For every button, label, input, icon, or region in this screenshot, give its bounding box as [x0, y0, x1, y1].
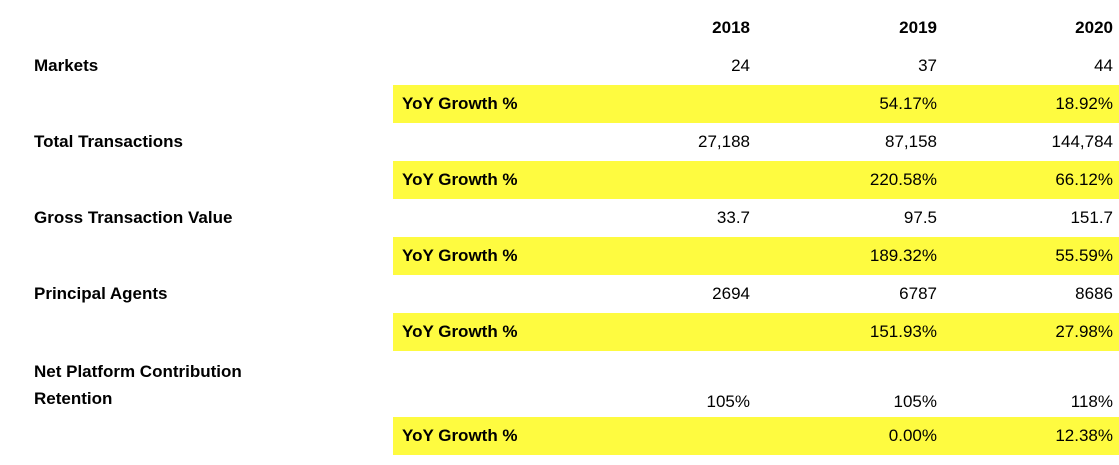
yoy-value-2019: 54.17%	[758, 85, 943, 123]
yoy-label: YoY Growth %	[393, 161, 758, 199]
yoy-row-net-platform-contribution-retention: YoY Growth % 0.00% 12.38%	[0, 417, 1119, 455]
metric-value-2019: 105%	[893, 392, 937, 411]
metric-row-total-transactions: Total Transactions 27,188 87,158 144,784	[0, 123, 1119, 161]
metric-label: Principal Agents	[0, 281, 393, 307]
yoy-label: YoY Growth %	[393, 313, 758, 351]
metric-value-2020: 44	[1094, 56, 1113, 75]
metric-label-text: Net Platform Contribution Retention	[34, 362, 242, 408]
yoy-spacer	[0, 417, 393, 455]
metric-value-2019: 87,158	[885, 132, 937, 151]
metric-value-2019: 6787	[899, 284, 937, 303]
metric-value-2018: 24	[731, 56, 750, 75]
metric-label-text: Markets	[34, 55, 99, 75]
metric-value-2020: 8686	[1075, 284, 1113, 303]
metric-label: Gross Transaction Value	[0, 205, 393, 231]
metric-label: Total Transactions	[0, 129, 393, 155]
metric-row-net-platform-contribution-retention: Net Platform Contribution Retention 105%…	[0, 351, 1119, 417]
yoy-value-2019: 0.00%	[758, 417, 943, 455]
year-header-2020: 2020	[1075, 17, 1113, 37]
yoy-spacer	[0, 161, 393, 199]
metric-value-2018: 27,188	[698, 132, 750, 151]
metric-label-text: Total Transactions	[34, 131, 183, 151]
yoy-row-gross-transaction-value: YoY Growth % 189.32% 55.59%	[0, 237, 1119, 275]
yoy-label: YoY Growth %	[393, 237, 758, 275]
yoy-label: YoY Growth %	[393, 85, 758, 123]
metric-row-principal-agents: Principal Agents 2694 6787 8686	[0, 275, 1119, 313]
yoy-row-markets: YoY Growth % 54.17% 18.92%	[0, 85, 1119, 123]
metric-label-text: Principal Agents	[34, 283, 168, 303]
metric-value-2018: 105%	[706, 392, 750, 411]
metric-value-2018: 2694	[712, 284, 750, 303]
metric-value-2019: 37	[918, 56, 937, 75]
yoy-value-2020: 55.59%	[943, 237, 1119, 275]
yoy-spacer	[0, 313, 393, 351]
metric-label-text: Gross Transaction Value	[34, 207, 233, 227]
header-row: 2018 2019 2020	[0, 8, 1119, 47]
yoy-spacer	[0, 85, 393, 123]
yoy-row-total-transactions: YoY Growth % 220.58% 66.12%	[0, 161, 1119, 199]
metric-row-markets: Markets 24 37 44	[0, 47, 1119, 85]
metric-value-2019: 97.5	[903, 208, 937, 227]
year-header-2019: 2019	[899, 17, 937, 37]
year-header-2018: 2018	[712, 17, 750, 37]
yoy-value-2020: 66.12%	[943, 161, 1119, 199]
metric-value-2020: 118%	[1070, 392, 1113, 411]
metric-value-2020: 144,784	[1051, 132, 1113, 151]
yoy-value-2019: 189.32%	[758, 237, 943, 275]
yoy-value-2019: 220.58%	[758, 161, 943, 199]
metric-label: Net Platform Contribution Retention	[0, 359, 393, 412]
metric-label: Markets	[0, 53, 393, 79]
yoy-label: YoY Growth %	[393, 417, 758, 455]
yoy-value-2020: 12.38%	[943, 417, 1119, 455]
yoy-row-principal-agents: YoY Growth % 151.93% 27.98%	[0, 313, 1119, 351]
metric-value-2018: 33.7	[716, 208, 750, 227]
yoy-value-2020: 18.92%	[943, 85, 1119, 123]
metric-value-2020: 151.7	[1070, 208, 1113, 227]
yoy-value-2020: 27.98%	[943, 313, 1119, 351]
metric-row-gross-transaction-value: Gross Transaction Value 33.7 97.5 151.7	[0, 199, 1119, 237]
yoy-value-2019: 151.93%	[758, 313, 943, 351]
yoy-spacer	[0, 237, 393, 275]
